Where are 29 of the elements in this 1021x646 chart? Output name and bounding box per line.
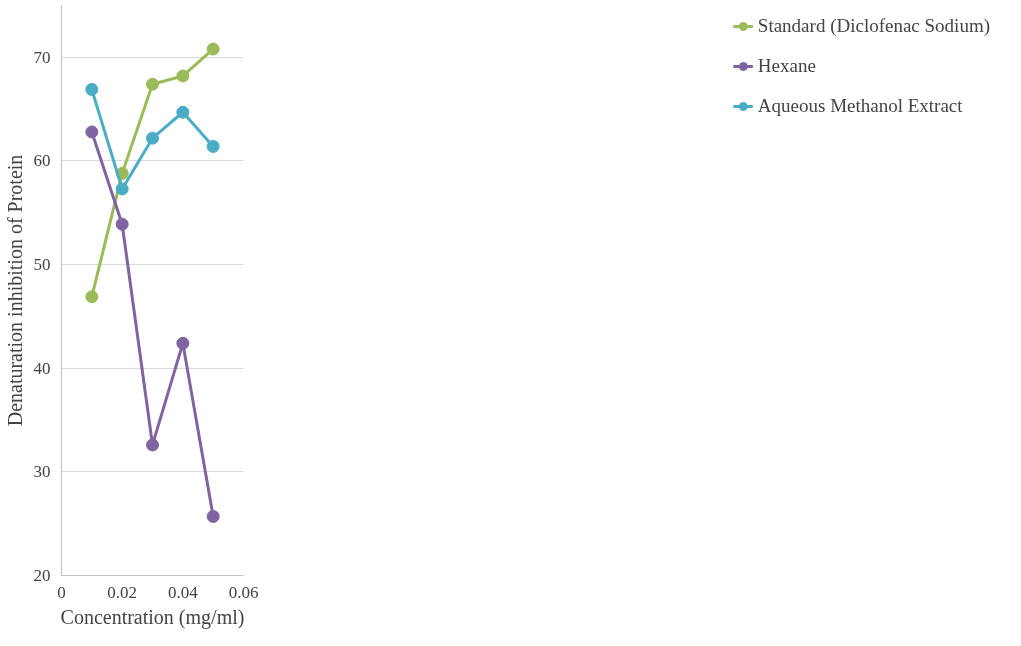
x-tick-label: 0 (57, 582, 66, 602)
x-tick-label: 0.02 (107, 582, 138, 602)
point (115, 182, 129, 196)
point (176, 69, 190, 83)
point (206, 42, 220, 56)
x-tick-label: 0.06 (228, 582, 259, 602)
point (176, 336, 190, 350)
x-axis-title: Concentration (mg/ml) (60, 605, 245, 629)
x-tick-label: 0.04 (167, 582, 199, 602)
y-tick-label: 40 (33, 358, 51, 378)
y-tick-label: 30 (33, 462, 51, 482)
y-tick-label: 60 (33, 151, 51, 171)
point (146, 131, 159, 145)
y-axis-title: Denaturation inhibition of Protein (3, 154, 26, 427)
point (85, 290, 99, 304)
point (146, 438, 159, 452)
point (146, 77, 159, 91)
point (206, 509, 220, 523)
legend-label: Standard (Diclofenac Sodium) (757, 15, 990, 37)
point (85, 82, 99, 96)
point (115, 217, 129, 231)
point (176, 105, 190, 119)
y-tick-label: 70 (33, 47, 51, 67)
point (206, 139, 220, 153)
legend-label: Hexane (757, 55, 816, 77)
y-tick-label: 50 (33, 255, 51, 275)
point (85, 125, 99, 139)
legend-label: Aqueous Methanol Extract (757, 95, 963, 117)
y-tick-label: 20 (33, 566, 51, 585)
